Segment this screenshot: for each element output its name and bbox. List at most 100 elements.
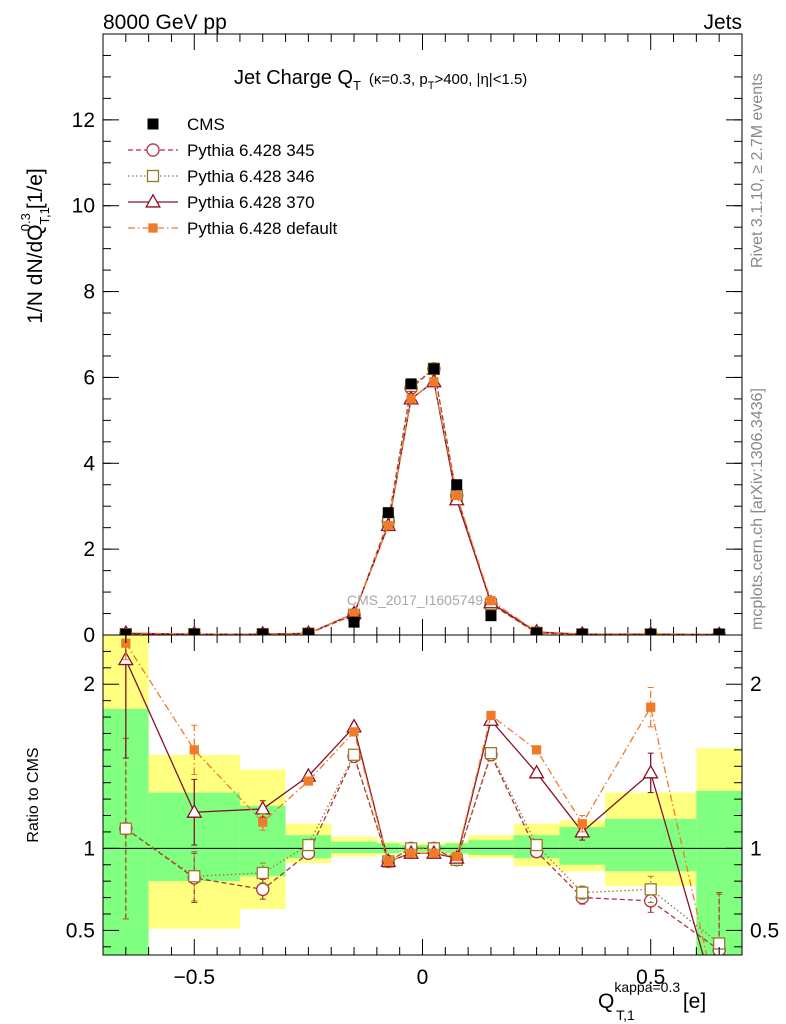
legend-label: CMS — [187, 115, 225, 134]
ratio-y-tick-label: 1 — [750, 837, 762, 860]
ratio-y-tick-label: 1 — [83, 837, 95, 860]
cms-data-point — [451, 479, 463, 491]
ratio-point — [383, 856, 393, 867]
legend-marker — [147, 118, 159, 130]
main-y-ticks: 0 2 4 6 8 10 12 — [72, 33, 742, 647]
y-tick-label: 12 — [72, 109, 95, 132]
chart-title-detail-sub: T — [428, 80, 435, 92]
rivet-version-label: Rivet 3.1.10, ≥ 2.7M events — [749, 73, 766, 268]
ratio-y-tick-label: 0.5 — [66, 919, 95, 942]
series-point — [452, 490, 462, 501]
series-point — [406, 394, 416, 404]
ratio-y-tick-label: 2 — [83, 673, 95, 696]
cms-data-point — [302, 628, 314, 635]
ratio-point — [646, 702, 656, 712]
ratio-y-tick-label: 2 — [750, 673, 762, 696]
ratio-point — [188, 870, 201, 883]
y-tick-label: 0 — [83, 624, 95, 647]
cms-data-point — [120, 628, 132, 635]
legend-label: Pythia 6.428 default — [187, 219, 338, 238]
cms-data-point — [485, 610, 497, 622]
legend-marker — [145, 193, 161, 208]
ratio-point — [452, 851, 462, 862]
series-point — [383, 520, 393, 531]
ratio-y-axis-label: Ratio to CMS — [25, 747, 42, 842]
cms-data-point — [576, 628, 588, 635]
chart-title-main: Jet Charge Q — [234, 67, 353, 89]
x-label-unit: [e] — [683, 990, 706, 1013]
main-data-layer — [120, 363, 725, 635]
cms-data-point — [188, 628, 200, 635]
chart-title-main-sub: T — [353, 78, 361, 93]
ratio-point — [486, 710, 496, 721]
ratio-point — [189, 745, 199, 755]
ratio-point — [256, 866, 269, 880]
ratio-point — [258, 817, 268, 827]
chart-title-detail-end: >400, |η|<1.5) — [434, 71, 527, 88]
y-tick-label: 10 — [72, 195, 95, 218]
chart-title: Jet Charge QT (κ=0.3, pT>400, |η|<1.5) — [234, 67, 527, 93]
y-tick-label: 6 — [83, 366, 95, 389]
ratio-point — [528, 764, 545, 779]
y-label-sub: T,1 — [37, 207, 52, 224]
ratio-point — [712, 1004, 726, 1016]
ratio-point — [429, 848, 439, 858]
ratio-point — [119, 822, 132, 835]
analysis-watermark: CMS_2017_I1605749 — [347, 592, 483, 608]
cms-data-point — [645, 628, 657, 635]
main-y-axis-label: 1/N dN/dQT,1 0.3 [1/e] — [18, 168, 52, 324]
ratio-y-ticks: 0.5 0.5 1 1 2 2 — [66, 650, 779, 948]
data-uncertainty-band-inner — [331, 841, 377, 854]
legend-marker — [146, 169, 160, 183]
cms-data-point — [348, 616, 360, 628]
cms-data-point — [405, 378, 417, 390]
ratio-point — [302, 838, 315, 852]
ratio-point — [576, 886, 589, 899]
y-tick-label: 4 — [83, 452, 95, 475]
ratio-point — [642, 764, 659, 779]
series-point — [349, 608, 359, 619]
legend-label: Pythia 6.428 370 — [187, 193, 315, 212]
x-tick-label: −0.5 — [174, 966, 215, 989]
ratio-point — [530, 838, 543, 852]
cms-data-point — [531, 627, 543, 635]
ratio-point — [577, 819, 587, 829]
legend: CMS Pythia 6.428 345 Pythia 6.428 346 Pythi… — [128, 115, 338, 238]
ratio-series-line — [125, 751, 720, 945]
ratio-x-ticks: −0.5 0 0.5 — [102, 635, 743, 989]
ratio-point — [186, 803, 203, 818]
cms-data-point — [428, 363, 440, 375]
y-label-main: 1/N dN/dQ — [24, 225, 47, 324]
x-tick-label: 0 — [417, 966, 429, 989]
legend-label: Pythia 6.428 346 — [187, 167, 315, 186]
ratio-point — [644, 894, 658, 908]
process-label: Jets — [703, 11, 742, 34]
x-label-sup: kappa=0.3 — [614, 979, 680, 995]
data-uncertainty-band-inner — [605, 818, 697, 872]
energy-label: 8000 GeV pp — [103, 11, 227, 34]
ratio-point — [644, 883, 657, 896]
cms-data-point — [713, 628, 725, 635]
x-tick-label: 0.5 — [636, 966, 665, 989]
y-label-sup: 0.3 — [18, 213, 33, 231]
ratio-point — [347, 748, 361, 761]
ratio-panel: 0.5 0.5 1 1 2 2 −0.5 0 0.5 — [66, 634, 779, 1016]
x-axis-label: Qkappa=0.3 T,1 [e] — [598, 979, 706, 1023]
legend-label: Pythia 6.428 345 — [187, 141, 315, 160]
legend-marker — [146, 143, 160, 157]
ratio-series-layer — [117, 635, 726, 1016]
series-point — [429, 377, 439, 387]
ratio-point — [349, 727, 359, 737]
chart-title-detail: (κ=0.3, p — [369, 71, 428, 88]
y-tick-label: 2 — [83, 538, 95, 561]
y-tick-label: 8 — [83, 281, 95, 304]
legend-marker — [148, 223, 158, 233]
ratio-point — [715, 1006, 724, 1015]
ratio-point — [256, 882, 270, 897]
ratio-series-line — [125, 642, 708, 955]
ratio-point — [303, 776, 314, 786]
x-label-main: Q — [598, 990, 614, 1013]
ratio-bands — [103, 635, 742, 955]
